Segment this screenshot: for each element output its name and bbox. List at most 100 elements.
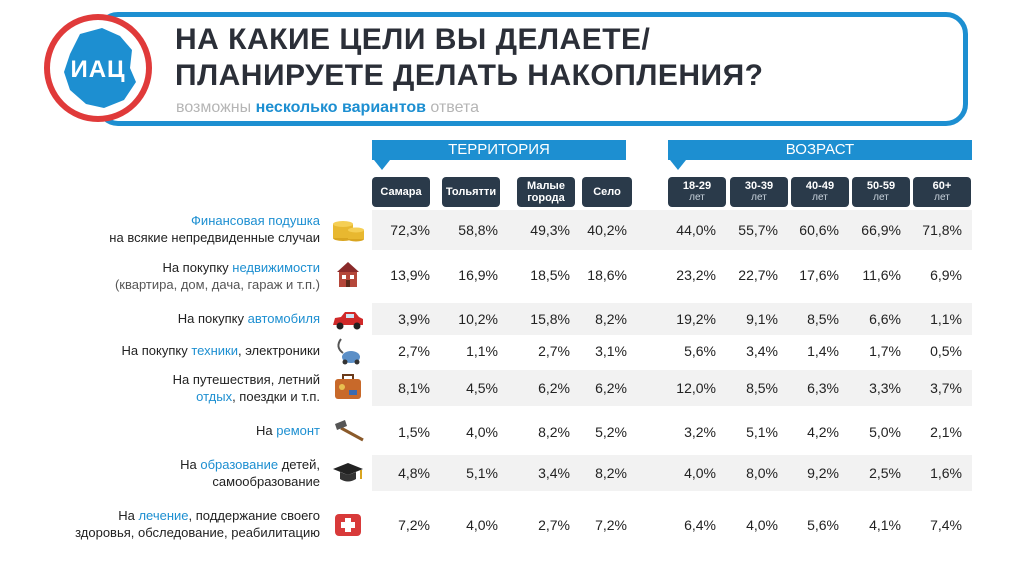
value-cell-tolyatti: 16,9% [458, 267, 498, 283]
value-cell-age-30-39: 8,0% [746, 465, 778, 481]
table-row: На образование детей, самообразование 4,… [0, 455, 1024, 491]
value-cell-age-30-39: 4,0% [746, 517, 778, 533]
house-icon [337, 262, 359, 287]
value-cell-samara: 13,9% [390, 267, 430, 283]
value-cell-small-towns: 2,7% [538, 517, 570, 533]
value-cell-age-50-59: 2,5% [869, 465, 901, 481]
row-band [372, 370, 972, 406]
value-cell-age-30-39: 3,4% [746, 343, 778, 359]
col-samara: Самара [372, 177, 430, 207]
value-cell-small-towns: 6,2% [538, 380, 570, 396]
page-title: НА КАКИЕ ЦЕЛИ ВЫ ДЕЛАЕТЕ/ ПЛАНИРУЕТЕ ДЕЛ… [175, 22, 764, 94]
value-cell-samara: 1,5% [398, 424, 430, 440]
suitcase-icon [335, 374, 361, 399]
col-tolyatti: Тольятти [442, 177, 500, 207]
header-frame [96, 12, 968, 126]
value-cell-age-60-plus: 0,5% [930, 343, 962, 359]
logo-text: ИАЦ [70, 56, 126, 83]
value-cell-age-18-29: 44,0% [676, 222, 716, 238]
value-cell-tolyatti: 5,1% [466, 465, 498, 481]
group-territory: ТЕРРИТОРИЯ [372, 140, 626, 160]
subtitle-highlight: несколько вариантов [255, 99, 426, 116]
value-cell-tolyatti: 58,8% [458, 222, 498, 238]
value-cell-age-18-29: 5,6% [684, 343, 716, 359]
row-label: На покупку недвижимости (квартира, дом, … [114, 260, 320, 292]
value-cell-samara: 2,7% [398, 343, 430, 359]
vacuum-icon [337, 338, 360, 365]
value-cell-age-18-29: 19,2% [676, 311, 716, 327]
value-cell-samara: 3,9% [398, 311, 430, 327]
value-cell-age-60-plus: 71,8% [922, 222, 962, 238]
row-band [372, 303, 972, 335]
value-cell-age-40-49: 6,3% [807, 380, 839, 396]
row-label: На покупку автомобиля [177, 311, 320, 326]
value-cell-small-towns: 2,7% [538, 343, 570, 359]
value-cell-age-30-39: 9,1% [746, 311, 778, 327]
group-age-pointer [670, 160, 686, 170]
hammer-icon [335, 420, 364, 442]
group-territory-pointer [374, 160, 390, 170]
value-cell-tolyatti: 4,0% [466, 424, 498, 440]
value-cell-age-40-49: 4,2% [807, 424, 839, 440]
value-cell-age-60-plus: 1,1% [930, 311, 962, 327]
value-cell-age-50-59: 6,6% [869, 311, 901, 327]
value-cell-age-50-59: 66,9% [861, 222, 901, 238]
value-cell-age-18-29: 23,2% [676, 267, 716, 283]
value-cell-selo: 6,2% [595, 380, 627, 396]
value-cell-selo: 8,2% [595, 311, 627, 327]
value-cell-age-50-59: 11,6% [862, 267, 901, 283]
value-cell-samara: 7,2% [398, 517, 430, 533]
value-cell-age-18-29: 6,4% [684, 517, 716, 533]
row-label: Финансовая подушка на всякие непредвиден… [109, 213, 320, 245]
subtitle-post: ответа [425, 99, 480, 116]
value-cell-selo: 18,6% [587, 267, 627, 283]
value-cell-age-50-59: 4,1% [869, 517, 901, 533]
title-line-2: ПЛАНИРУЕТЕ ДЕЛАТЬ НАКОПЛЕНИЯ? [175, 59, 764, 92]
value-cell-selo: 5,2% [595, 424, 627, 440]
table-row: На ремонт 1,5% 4,0% 8,2% 5,2% 3,2% 5,1% 4,2% 5,… [0, 416, 1024, 448]
col-age-40-49: 40-49 лет [791, 177, 849, 207]
value-cell-tolyatti: 1,1% [466, 343, 498, 359]
col-age-50-59: 50-59 лет [852, 177, 910, 207]
value-cell-small-towns: 8,2% [538, 424, 570, 440]
row-band [372, 455, 972, 491]
first-aid-icon [335, 514, 361, 536]
table-row: На покупку автомобиля 3,9% 10,2% 15,8% 8,2%… [0, 303, 1024, 335]
value-cell-tolyatti: 10,2% [458, 311, 498, 327]
logo: ИАЦ [44, 14, 152, 122]
value-cell-age-30-39: 22,7% [738, 267, 778, 283]
value-cell-samara: 8,1% [398, 380, 430, 396]
value-cell-samara: 4,8% [398, 465, 430, 481]
row-label: На покупку техники, электроники [121, 343, 320, 358]
value-cell-selo: 8,2% [595, 465, 627, 481]
value-cell-age-40-49: 17,6% [799, 267, 839, 283]
value-cell-tolyatti: 4,5% [466, 380, 498, 396]
value-cell-selo: 3,1% [595, 343, 627, 359]
value-cell-age-60-plus: 6,9% [930, 267, 962, 283]
value-cell-age-40-49: 9,2% [807, 465, 839, 481]
value-cell-small-towns: 18,5% [530, 267, 570, 283]
value-cell-small-towns: 3,4% [538, 465, 570, 481]
col-small-towns: Малые города [517, 177, 575, 207]
value-cell-selo: 40,2% [587, 222, 627, 238]
value-cell-small-towns: 49,3% [530, 222, 570, 238]
row-band [372, 210, 972, 250]
row-label: На лечение, поддержание своего здоровья,… [75, 508, 320, 540]
subtitle: возможны несколько вариантов ответа [176, 99, 479, 117]
value-cell-age-60-plus: 2,1% [930, 424, 962, 440]
value-cell-age-60-plus: 3,7% [930, 380, 962, 396]
car-icon [333, 312, 363, 330]
value-cell-selo: 7,2% [595, 517, 627, 533]
value-cell-age-40-49: 8,5% [807, 311, 839, 327]
value-cell-age-40-49: 60,6% [799, 222, 839, 238]
col-age-18-29: 18-29 лет [668, 177, 726, 207]
table-row: На покупку техники, электроники 2,7% 1,1%… [0, 336, 1024, 366]
value-cell-age-30-39: 55,7% [738, 222, 778, 238]
value-cell-age-18-29: 3,2% [684, 424, 716, 440]
table-row: Финансовая подушка на всякие непредвиден… [0, 210, 1024, 250]
col-age-60-plus: 60+ лет [913, 177, 971, 207]
table-row: На лечение, поддержание своего здоровья,… [0, 505, 1024, 545]
value-cell-age-50-59: 3,3% [869, 380, 901, 396]
group-age: ВОЗРАСТ [668, 140, 972, 160]
value-cell-age-40-49: 1,4% [807, 343, 839, 359]
